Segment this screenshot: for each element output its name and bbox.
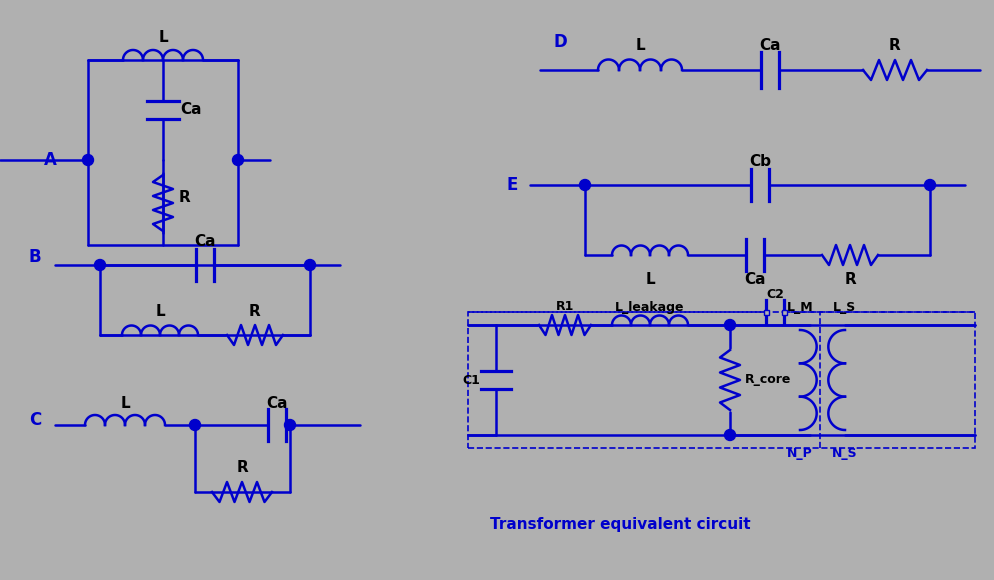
Text: R_core: R_core xyxy=(745,374,791,386)
Text: R: R xyxy=(237,461,248,476)
Text: E: E xyxy=(506,176,518,194)
Text: R: R xyxy=(889,38,901,53)
Circle shape xyxy=(725,430,736,440)
Circle shape xyxy=(304,259,315,270)
Text: D: D xyxy=(553,33,567,51)
Text: L: L xyxy=(645,271,655,287)
Text: Ca: Ca xyxy=(180,103,202,118)
Text: C1: C1 xyxy=(462,374,480,386)
Circle shape xyxy=(94,259,105,270)
Text: Cb: Cb xyxy=(749,154,771,169)
Text: L_M: L_M xyxy=(786,300,813,314)
Text: B: B xyxy=(29,248,42,266)
Text: R: R xyxy=(844,271,856,287)
Text: L_S: L_S xyxy=(833,300,857,314)
Text: A: A xyxy=(44,151,57,169)
Circle shape xyxy=(190,419,201,430)
Text: R: R xyxy=(249,303,260,318)
Circle shape xyxy=(233,154,244,165)
Text: Ca: Ca xyxy=(759,38,780,53)
Bar xyxy=(763,310,768,314)
Text: Ca: Ca xyxy=(745,271,765,287)
Circle shape xyxy=(725,320,736,331)
Text: Transformer equivalent circuit: Transformer equivalent circuit xyxy=(490,517,750,532)
Circle shape xyxy=(924,179,935,190)
Text: N_S: N_S xyxy=(832,447,858,459)
Text: Ca: Ca xyxy=(194,234,216,248)
Bar xyxy=(468,312,975,448)
Text: N_P: N_P xyxy=(787,447,813,459)
Text: L: L xyxy=(158,31,168,45)
Bar xyxy=(781,310,786,314)
Text: C2: C2 xyxy=(766,288,784,300)
Text: R: R xyxy=(179,190,191,205)
Text: R1: R1 xyxy=(556,300,575,314)
Text: L: L xyxy=(635,38,645,53)
Text: L: L xyxy=(155,303,165,318)
Text: Ca: Ca xyxy=(266,396,287,411)
Circle shape xyxy=(580,179,590,190)
Circle shape xyxy=(83,154,93,165)
Circle shape xyxy=(284,419,295,430)
Text: L_leakage: L_leakage xyxy=(615,300,685,314)
Text: C: C xyxy=(29,411,41,429)
Text: L: L xyxy=(120,396,130,411)
